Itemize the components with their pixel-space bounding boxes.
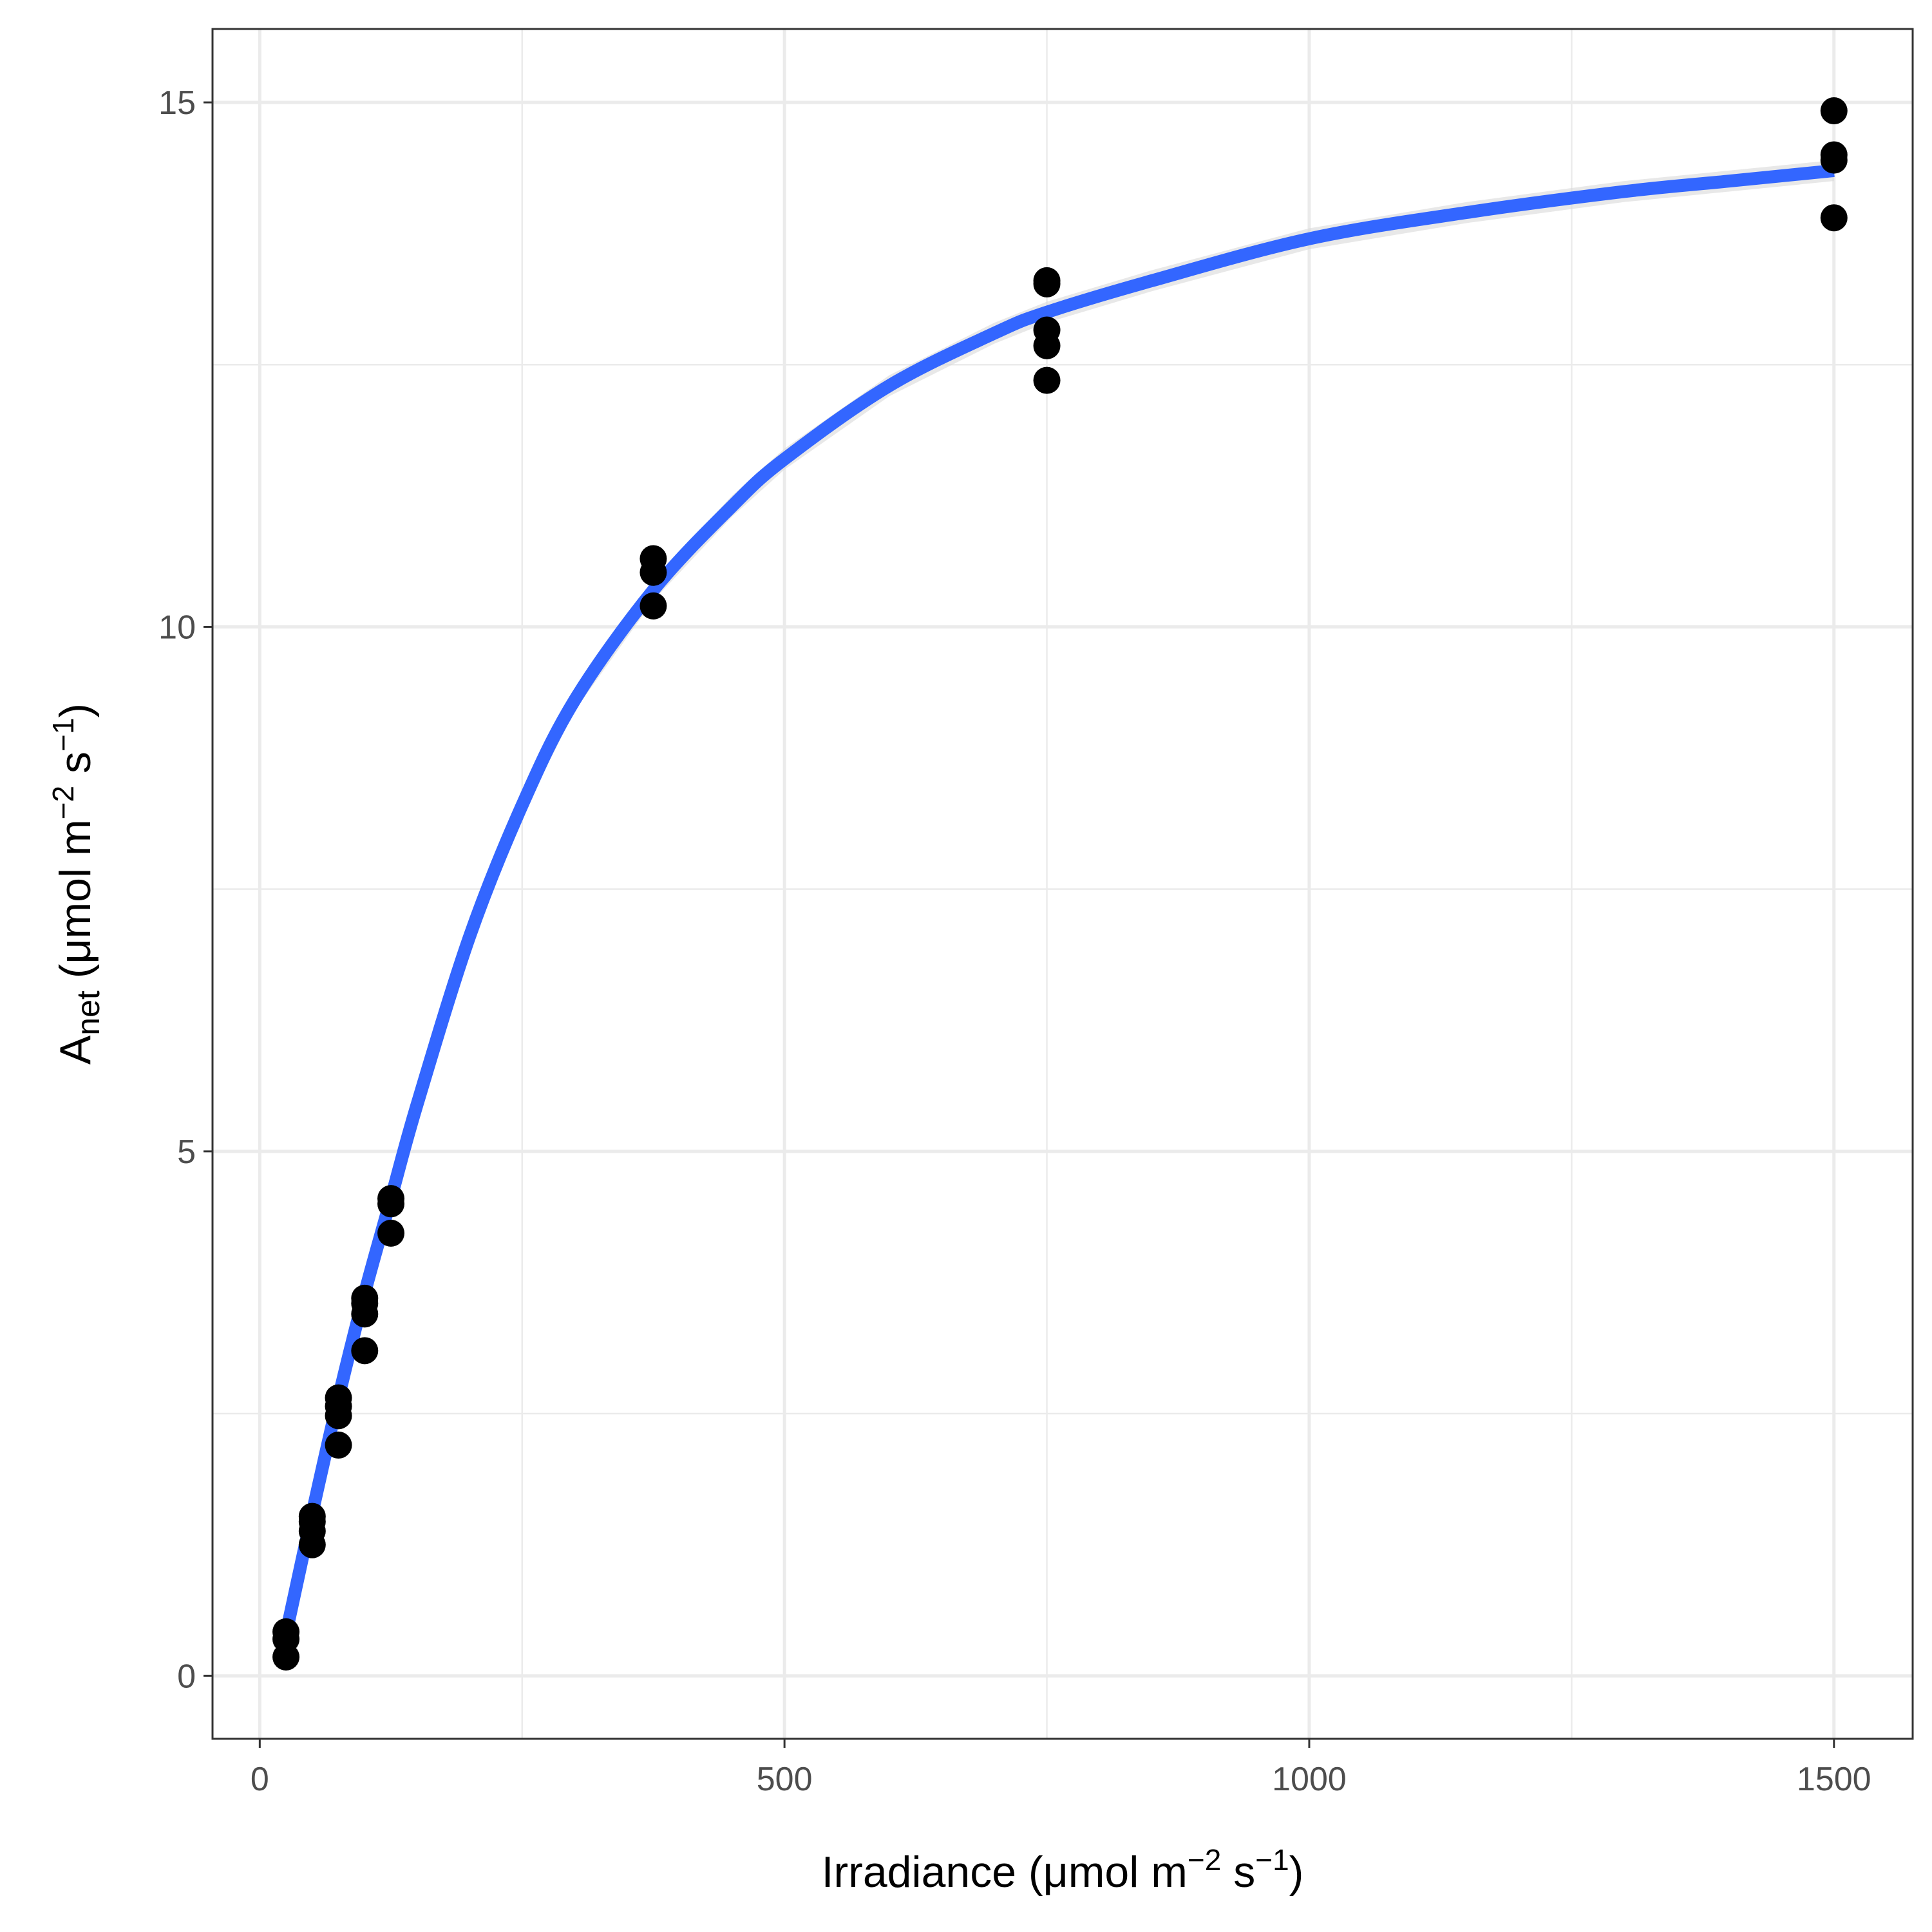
data-point-9 xyxy=(325,1402,352,1430)
data-point-2 xyxy=(272,1643,300,1671)
data-point-16 xyxy=(377,1190,405,1218)
data-point-20 xyxy=(639,592,667,620)
x-tick-label-2: 1000 xyxy=(1272,1761,1347,1798)
data-point-26 xyxy=(1820,97,1848,125)
data-point-14 xyxy=(351,1337,379,1365)
data-point-13 xyxy=(351,1300,379,1328)
y-tick-label-3: 15 xyxy=(158,84,196,122)
x-tick-label-0: 0 xyxy=(251,1761,269,1798)
y-tick-label-0: 0 xyxy=(177,1658,196,1695)
data-point-25 xyxy=(1033,366,1061,394)
x-tick-label-3: 1500 xyxy=(1797,1761,1871,1798)
grid xyxy=(213,29,1913,1739)
y-tick-label-2: 10 xyxy=(158,609,196,646)
axes: 0 500 1000 1500 0 5 10 15 xyxy=(158,84,1871,1798)
data-point-29 xyxy=(1820,204,1848,232)
data-points xyxy=(272,97,1848,1671)
data-point-10 xyxy=(325,1431,352,1459)
data-point-28 xyxy=(1820,146,1848,174)
panel-border xyxy=(211,28,1914,1740)
data-point-19 xyxy=(639,558,667,586)
y-tick-label-1: 5 xyxy=(177,1133,196,1171)
fit-curve xyxy=(279,164,1835,1636)
fit-line xyxy=(279,164,1835,1636)
x-tick-label-1: 500 xyxy=(757,1761,813,1798)
x-axis-title: Irradiance (μmol m−2 s−1) xyxy=(822,1843,1304,1897)
data-point-24 xyxy=(1033,332,1061,359)
y-axis-title: Anet (μmol m−2 s−1) xyxy=(46,703,106,1065)
data-point-22 xyxy=(1033,270,1061,298)
data-point-6 xyxy=(298,1531,326,1558)
data-point-17 xyxy=(377,1219,405,1247)
